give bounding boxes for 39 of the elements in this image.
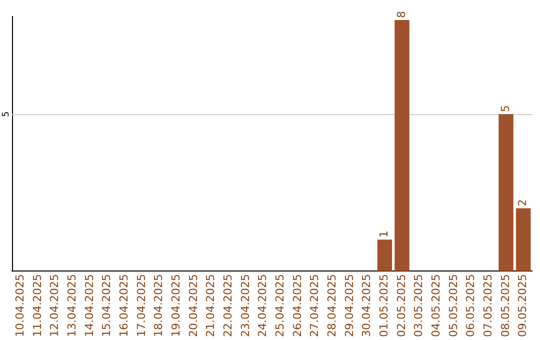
x-tick-label: 15.04.2025 bbox=[100, 274, 114, 338]
x-tick-label: 01.05.2025 bbox=[378, 274, 391, 338]
x-tick-label: 17.04.2025 bbox=[134, 274, 148, 338]
bar bbox=[394, 20, 410, 272]
x-tick-label: 18.04.2025 bbox=[152, 274, 166, 338]
data-label: 5 bbox=[498, 105, 512, 112]
x-tick-label: 05.05.2025 bbox=[446, 274, 460, 338]
bar bbox=[516, 208, 531, 272]
x-tick-label: 20.04.2025 bbox=[186, 274, 200, 338]
x-tick-label: 08.05.2025 bbox=[498, 274, 512, 338]
x-tick-label: 03.05.2025 bbox=[412, 274, 426, 338]
x-tick-label: 13.04.2025 bbox=[66, 274, 79, 338]
x-tick-label: 28.04.2025 bbox=[326, 274, 339, 338]
x-tick-label: 10.04.2025 bbox=[14, 274, 27, 338]
x-tick-label: 24.04.2025 bbox=[256, 274, 270, 338]
x-tick-label: 11.04.2025 bbox=[30, 274, 44, 338]
data-label: 1 bbox=[378, 230, 391, 238]
x-tick-label: 23.04.2025 bbox=[238, 274, 252, 338]
bar bbox=[377, 240, 392, 272]
x-tick-label: 12.04.2025 bbox=[48, 274, 62, 338]
x-tick-label: 04.05.2025 bbox=[430, 274, 443, 338]
x-tick-label: 22.04.2025 bbox=[222, 274, 235, 338]
x-tick-label: 26.04.2025 bbox=[290, 274, 304, 338]
x-tick-label: 09.05.2025 bbox=[516, 274, 530, 338]
x-tick-label: 19.04.2025 bbox=[170, 274, 183, 338]
data-label: 8 bbox=[394, 11, 408, 18]
x-tick-label: 30.04.2025 bbox=[360, 274, 374, 338]
x-tick-label: 27.04.2025 bbox=[308, 274, 322, 338]
x-tick-label: 02.05.2025 bbox=[394, 274, 408, 338]
x-tick-label: 14.04.2025 bbox=[82, 274, 96, 338]
x-tick-label: 21.04.2025 bbox=[204, 274, 218, 338]
x-tick-label: 29.04.2025 bbox=[342, 274, 356, 338]
x-tick-label: 06.05.2025 bbox=[464, 274, 478, 338]
x-tick-label: 16.04.2025 bbox=[118, 274, 131, 338]
x-tick-label: 07.05.2025 bbox=[482, 274, 495, 338]
ref-line-label: 5 bbox=[1, 111, 12, 117]
bar bbox=[498, 114, 514, 272]
x-tick-label: 25.04.2025 bbox=[274, 274, 287, 338]
data-label: 2 bbox=[516, 199, 530, 206]
